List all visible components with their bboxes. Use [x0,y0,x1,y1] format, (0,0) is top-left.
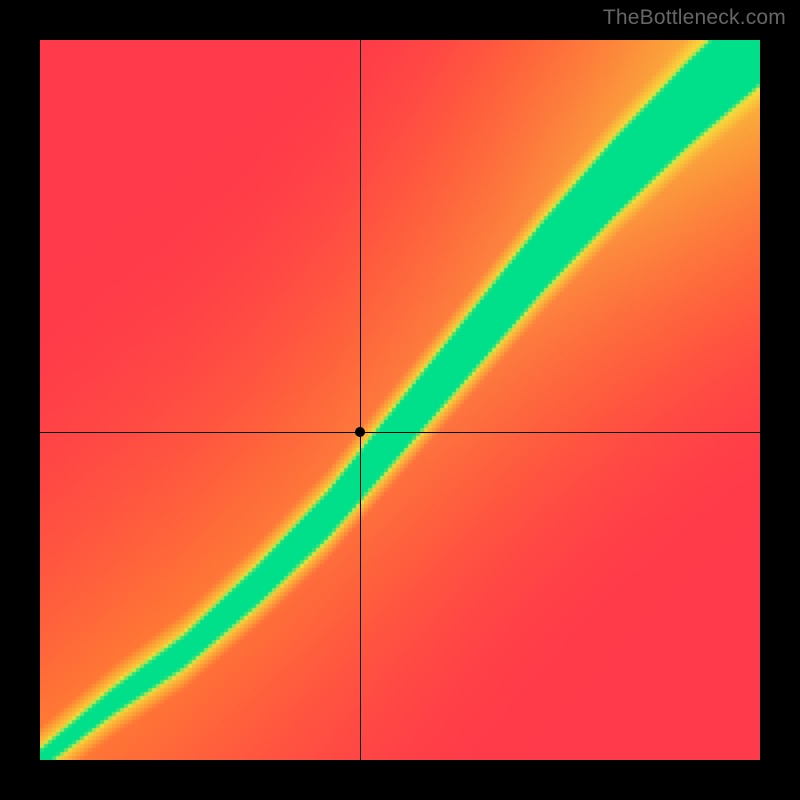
crosshair-vertical [360,40,361,760]
watermark-text: TheBottleneck.com [603,6,786,30]
heatmap-canvas [40,40,760,760]
crosshair-horizontal [40,432,760,433]
marker-dot[interactable] [355,427,365,437]
chart-container: TheBottleneck.com [0,0,800,800]
plot-area [40,40,760,760]
